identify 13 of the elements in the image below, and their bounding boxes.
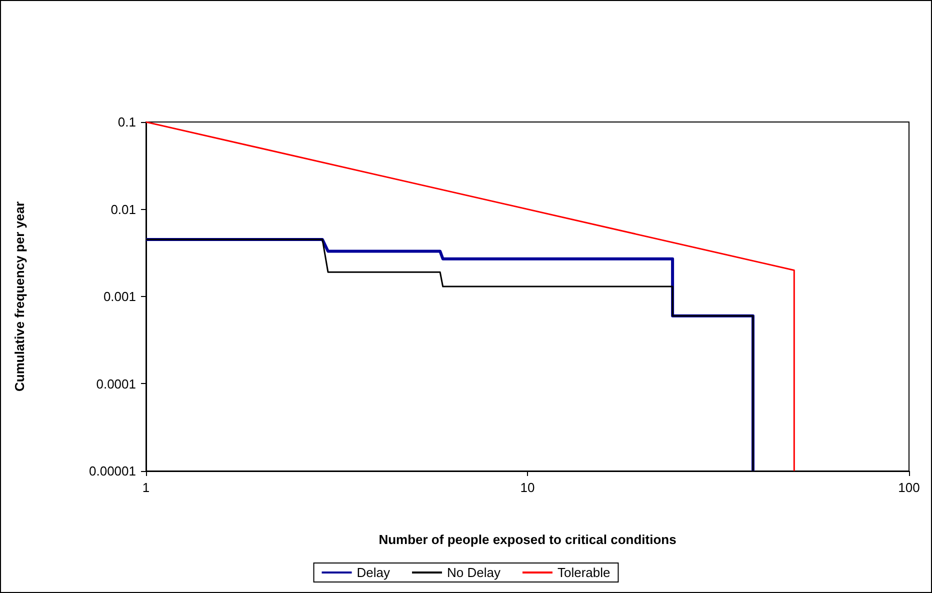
y-tick-label: 0.01 bbox=[110, 202, 136, 217]
legend-label: No Delay bbox=[447, 565, 501, 580]
x-axis-title: Number of people exposed to critical conditions bbox=[378, 532, 676, 547]
x-tick-label: 1 bbox=[142, 480, 150, 495]
y-axis-title: Cumulative frequency per year bbox=[12, 201, 27, 392]
y-tick-label: 0.00001 bbox=[89, 464, 136, 478]
legend-label: Delay bbox=[356, 565, 391, 580]
y-tick-label: 0.001 bbox=[103, 289, 136, 304]
y-tick-label: 0.1 bbox=[118, 114, 136, 130]
y-tick-label: 0.0001 bbox=[96, 376, 136, 392]
legend-label: Tolerable bbox=[557, 565, 610, 580]
x-tick-label: 10 bbox=[520, 480, 535, 495]
x-tick-label: 100 bbox=[898, 480, 920, 495]
